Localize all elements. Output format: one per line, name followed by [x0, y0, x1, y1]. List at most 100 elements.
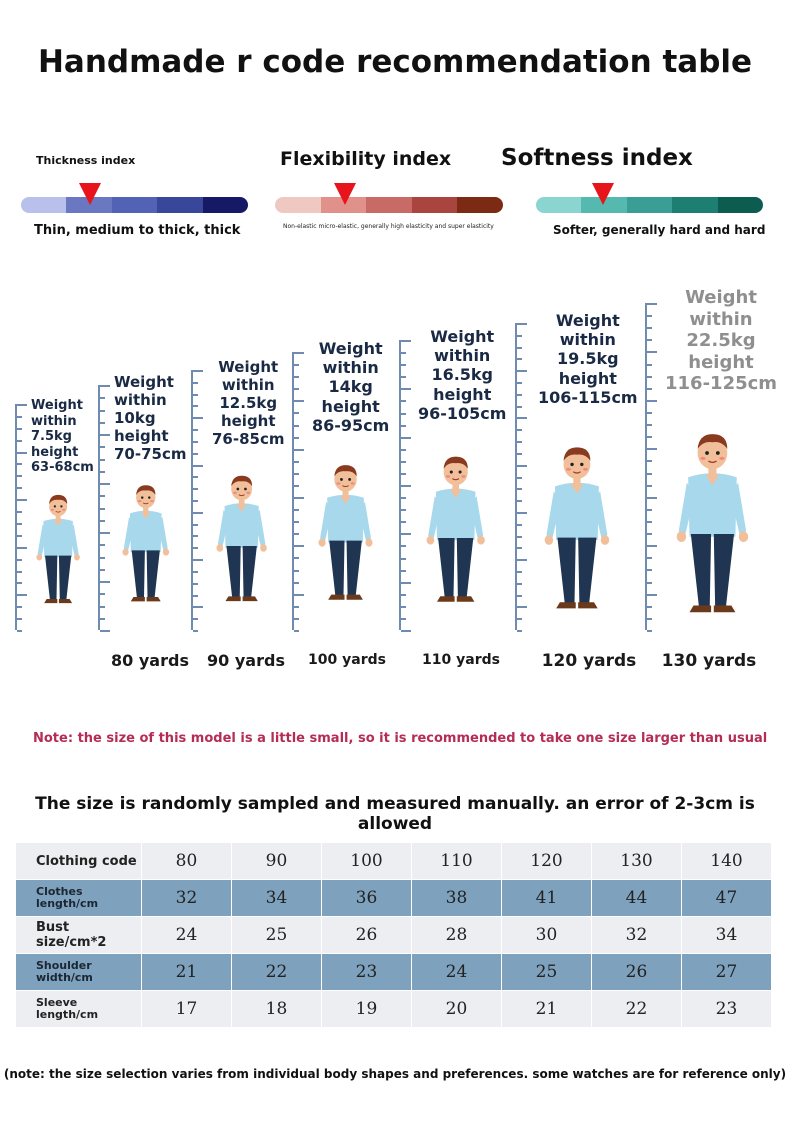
- table-cell: 30: [501, 916, 592, 954]
- ruler-tick: [401, 545, 406, 547]
- ruler-tick: [100, 618, 105, 620]
- ruler-tick: [517, 571, 522, 573]
- height-ruler: [292, 352, 304, 632]
- yard-label: 80 yards: [111, 651, 189, 670]
- row-header: Sleeve length/cm: [15, 990, 142, 1028]
- ruler-tick: [647, 594, 657, 596]
- table-cell: 140: [681, 842, 772, 880]
- child-model: [426, 450, 485, 608]
- size-range-line: 19.5kg: [557, 349, 619, 369]
- ruler-tick: [294, 509, 299, 511]
- ruler-tick: [294, 412, 299, 414]
- ruler-tick: [517, 429, 522, 431]
- index-segment: [457, 197, 503, 213]
- table-cell: 100: [321, 842, 412, 880]
- size-range-line: Weight: [318, 339, 383, 358]
- ruler-tick: [517, 382, 522, 384]
- row-header: Clothes length/cm: [15, 879, 142, 917]
- table-cell: 32: [591, 916, 682, 954]
- ruler-tick: [17, 463, 22, 465]
- index-segment: [157, 197, 203, 213]
- ruler-tick: [193, 583, 198, 585]
- ruler-tick: [17, 582, 22, 584]
- ruler-tick: [17, 499, 27, 501]
- ruler-tick: [517, 323, 527, 325]
- ruler-tick: [647, 303, 657, 305]
- ruler-tick: [401, 413, 406, 415]
- ruler-tick: [193, 571, 198, 573]
- ruler-tick: [193, 547, 198, 549]
- ruler-tick: [517, 477, 522, 479]
- ruler-tick: [193, 382, 198, 384]
- ruler-tick: [17, 618, 22, 620]
- ruler-tick: [517, 606, 527, 608]
- table-cell: 23: [321, 953, 412, 991]
- ruler-tick: [193, 500, 198, 502]
- height-ruler: [98, 385, 110, 632]
- size-range-line: Weight: [218, 358, 279, 376]
- ruler-tick: [193, 559, 203, 561]
- child-model: [216, 470, 267, 607]
- table-cell: 90: [231, 842, 322, 880]
- size-range-line: 22.5kg: [686, 330, 756, 352]
- ruler-tick: [647, 582, 652, 584]
- ruler-tick: [294, 425, 299, 427]
- ruler-tick: [517, 417, 527, 419]
- ruler-tick: [100, 410, 105, 412]
- ruler-tick: [17, 606, 22, 608]
- ruler-tick: [193, 535, 198, 537]
- child-figure-icon: [426, 456, 485, 602]
- ruler-tick: [647, 315, 652, 317]
- ruler-tick: [17, 487, 22, 489]
- ruler-tick: [517, 488, 522, 490]
- ruler-tick: [647, 327, 652, 329]
- thickness-marker-icon: [79, 183, 101, 205]
- table-cell: 24: [141, 916, 232, 954]
- ruler-tick: [647, 376, 652, 378]
- ruler-tick: [517, 358, 522, 360]
- size-range-line: within: [114, 391, 167, 409]
- page-title: Handmade r code recommendation table: [37, 44, 753, 80]
- ruler-tick: [401, 425, 406, 427]
- table-cell: 18: [231, 990, 322, 1028]
- ruler-tick: [647, 351, 657, 353]
- ruler-tick: [193, 394, 198, 396]
- ruler-tick: [647, 339, 652, 341]
- flexibility-index-bar: [275, 197, 503, 213]
- table-cell: 130: [591, 842, 682, 880]
- flexibility-marker-icon: [334, 183, 356, 205]
- ruler-tick: [401, 437, 411, 439]
- ruler-tick: [294, 485, 299, 487]
- table-cell: 28: [411, 916, 502, 954]
- index-segment: [275, 197, 321, 213]
- ruler-tick: [647, 497, 657, 499]
- ruler-tick: [517, 500, 522, 502]
- ruler-tick: [17, 535, 22, 537]
- ruler-tick: [517, 465, 527, 467]
- thickness-index-bar: [21, 197, 248, 213]
- ruler-tick: [517, 630, 522, 632]
- ruler-tick: [100, 508, 105, 510]
- softness-index-bar: [536, 197, 763, 213]
- ruler-tick: [401, 400, 406, 402]
- ruler-tick: [647, 436, 652, 438]
- index-segment: [536, 197, 582, 213]
- table-row: Clothing code 80 90 100 110 120 130 140: [15, 842, 772, 880]
- table-cell: 21: [141, 953, 232, 991]
- ruler-tick: [17, 630, 22, 632]
- size-range-line: Weight: [430, 327, 495, 346]
- ruler-tick: [517, 524, 522, 526]
- ruler-tick: [100, 446, 105, 448]
- yard-label: 120 yards: [541, 651, 637, 671]
- ruler-tick: [517, 335, 522, 337]
- size-range-line: 10kg: [114, 409, 156, 427]
- index-segment: [626, 197, 673, 213]
- ruler-tick: [294, 497, 304, 499]
- ruler-tick: [647, 400, 657, 402]
- ruler-tick: [193, 453, 198, 455]
- row-header: Shoulder width/cm: [15, 953, 142, 991]
- ruler-tick: [647, 388, 652, 390]
- size-range-line: height: [114, 427, 169, 445]
- table-cell: 26: [591, 953, 682, 991]
- table-cell: 25: [231, 916, 322, 954]
